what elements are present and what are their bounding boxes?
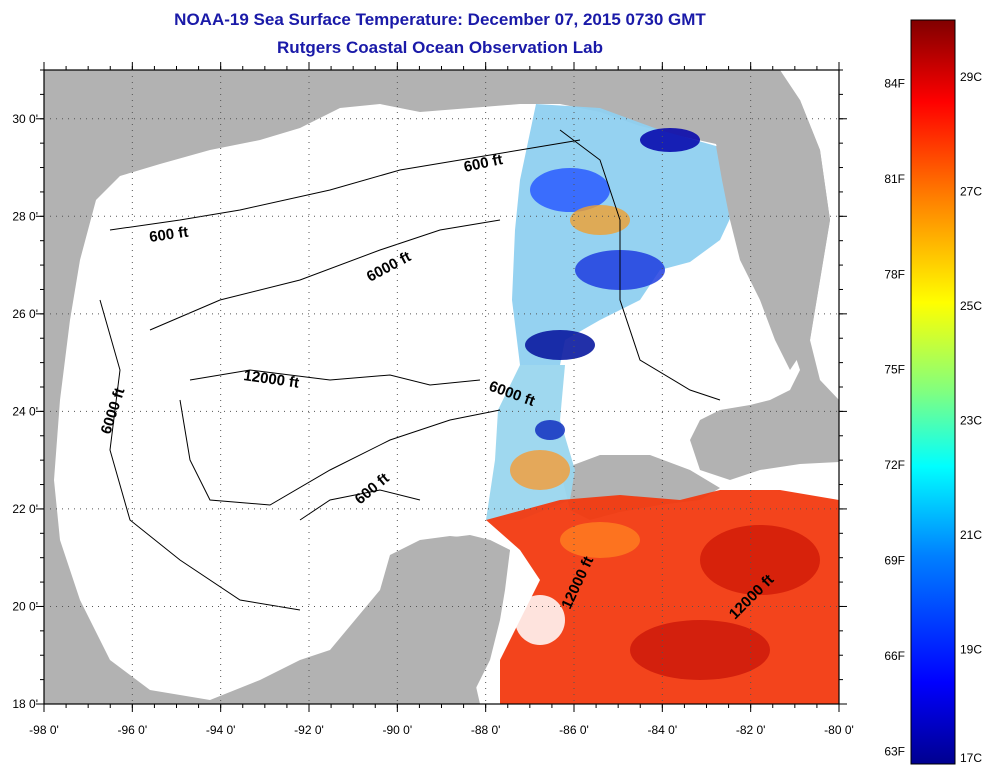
colorbar-f-label: 69F (884, 554, 905, 568)
colorbar-f-label: 63F (884, 744, 905, 758)
warm-patch (510, 450, 570, 490)
colorbar-c-label: 21C (960, 528, 982, 542)
colorbar-fahrenheit-labels: 84F 81F 78F 75F 72F 69F 66F 63F (884, 77, 905, 759)
colorbar-celsius-labels: 29C 27C 25C 23C 21C 19C 17C (960, 70, 982, 765)
map-title: NOAA-19 Sea Surface Temperature: Decembe… (174, 10, 706, 29)
latitude-axis: 30 0' 28 0' 26 0' 24 0' 22 0' 20 0' 18 0' (12, 69, 847, 711)
cold-patch (640, 128, 700, 152)
colorbar-f-label: 72F (884, 458, 905, 472)
longitude-tick-label: -84 0' (648, 723, 678, 737)
longitude-tick-label: -90 0' (383, 723, 413, 737)
colorbar (910, 19, 956, 765)
warm-patch (570, 205, 630, 235)
longitude-tick-label: -86 0' (559, 723, 589, 737)
longitude-tick-label: -92 0' (294, 723, 324, 737)
longitude-tick-label: -98 0' (29, 723, 59, 737)
cold-patch (530, 168, 610, 212)
warm-patch (630, 620, 770, 680)
map-subtitle: Rutgers Coastal Ocean Observation Lab (277, 38, 603, 57)
colorbar-c-label: 27C (960, 185, 982, 199)
colorbar-c-label: 23C (960, 414, 982, 428)
atlantic-water (780, 70, 839, 400)
colorbar-c-label: 29C (960, 70, 982, 84)
latitude-tick-label: 18 0' (12, 697, 38, 711)
latitude-tick-label: 30 0' (12, 112, 38, 126)
latitude-tick-label: 24 0' (12, 404, 38, 418)
colorbar-c-label: 17C (960, 751, 982, 765)
longitude-tick-label: -80 0' (824, 723, 854, 737)
latitude-tick-label: 22 0' (12, 502, 38, 516)
longitude-tick-label: -88 0' (471, 723, 501, 737)
yucatan-land (350, 535, 510, 704)
warm-patch (560, 522, 640, 558)
cloud-gap (515, 595, 565, 645)
colorbar-f-label: 75F (884, 363, 905, 377)
colorbar-c-label: 25C (960, 299, 982, 313)
longitude-tick-label: -94 0' (206, 723, 236, 737)
colorbar-f-label: 84F (884, 77, 905, 91)
florida-land (716, 100, 830, 370)
longitude-axis: -98 0' -96 0' -94 0' -92 0' -90 0' -88 0' -86 … (29, 62, 854, 737)
longitude-tick-label: -96 0' (118, 723, 148, 737)
warm-patch (700, 525, 820, 595)
contour-label: 600 ft (148, 224, 189, 246)
colorbar-f-label: 81F (884, 172, 905, 186)
colorbar-c-label: 19C (960, 643, 982, 657)
graticule (44, 70, 839, 704)
colorbar-f-label: 78F (884, 267, 905, 281)
cold-patch (525, 330, 595, 360)
colorbar-f-label: 66F (884, 649, 905, 663)
latitude-tick-label: 20 0' (12, 599, 38, 613)
cold-patch (535, 420, 565, 440)
bathymetry-contours (99, 129, 721, 611)
longitude-tick-label: -82 0' (736, 723, 766, 737)
latitude-tick-label: 28 0' (12, 209, 38, 223)
latitude-tick-label: 26 0' (12, 307, 38, 321)
